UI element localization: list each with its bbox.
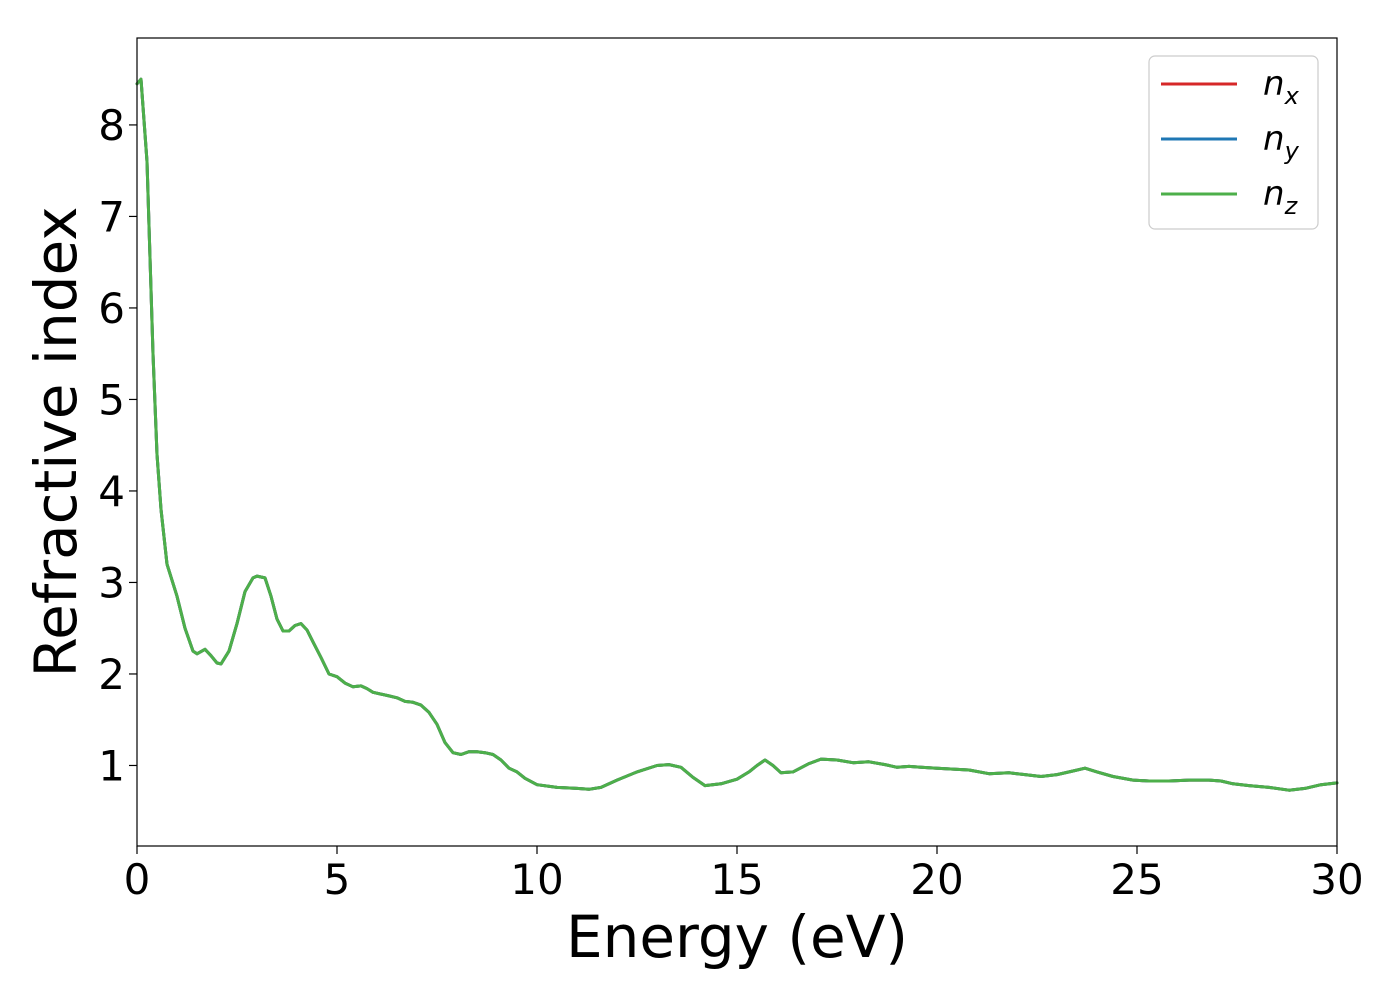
x-tick-label: 10 (510, 855, 563, 904)
series-line-n-z (135, 77, 1339, 792)
y-tick-label: 6 (98, 284, 125, 333)
y-axis-ticks: 1 2 3 4 5 6 7 8 (98, 101, 137, 790)
x-tick-label: 25 (1110, 855, 1163, 904)
y-tick-label: 3 (98, 558, 125, 607)
x-tick-label: 5 (324, 855, 351, 904)
legend-label-ny: ny (1263, 119, 1300, 165)
legend-box (1148, 55, 1319, 230)
y-tick-label: 8 (98, 101, 125, 150)
x-axis-title: Energy (eV) (566, 903, 908, 971)
y-tick-label: 4 (98, 467, 125, 516)
y-tick-label: 2 (98, 650, 125, 699)
y-tick-label: 7 (98, 192, 125, 241)
x-tick-label: 30 (1310, 855, 1363, 904)
series-layer (135, 77, 1339, 792)
y-axis-title: Refractive index (22, 206, 90, 677)
x-tick-label: 20 (910, 855, 963, 904)
legend-label-nx: nx (1263, 64, 1300, 110)
x-tick-label: 15 (710, 855, 763, 904)
y-tick-label: 1 (98, 741, 125, 790)
legend: nx ny nz (1148, 55, 1319, 230)
x-tick-label: 0 (124, 855, 151, 904)
y-tick-label: 5 (98, 375, 125, 424)
x-axis-ticks: 0 5 10 15 20 25 30 (124, 846, 1364, 904)
plot-area (137, 38, 1337, 846)
legend-label-nz: nz (1263, 174, 1299, 220)
